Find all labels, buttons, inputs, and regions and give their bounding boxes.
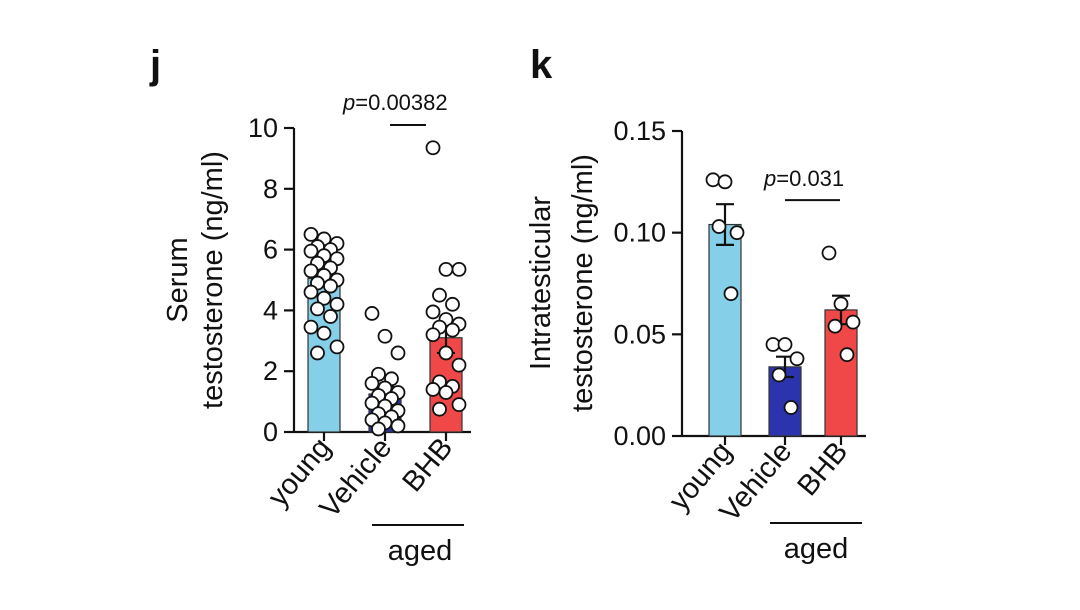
y-axis-title-line1: Intratesticular: [525, 196, 557, 370]
data-point: [789, 351, 805, 367]
data-point: [329, 339, 345, 355]
data-point: [364, 306, 380, 321]
p-symbol: p: [763, 166, 776, 191]
group-label: aged: [784, 533, 849, 565]
data-point: [377, 328, 393, 344]
y-tick-label: 2: [263, 356, 278, 386]
data-point: [729, 225, 745, 241]
y-axis-title-line2: testosterone (ng/ml): [197, 151, 229, 409]
bar-young: [708, 223, 742, 437]
data-point: [432, 401, 447, 417]
y-tick-label: 0.10: [613, 218, 666, 248]
data-point: [310, 345, 325, 361]
data-point: [833, 296, 849, 312]
data-point: [438, 345, 454, 361]
data-point: [432, 287, 447, 303]
data-point: [316, 290, 332, 306]
data-point: [827, 318, 843, 334]
data-point: [425, 140, 441, 156]
data-point: [303, 284, 319, 300]
data-point: [425, 304, 441, 320]
y-tick-label: 0.05: [613, 319, 666, 349]
data-point: [723, 286, 739, 302]
x-category-label: BHB: [397, 432, 460, 498]
data-point: [425, 382, 441, 397]
p-value: =0.031: [776, 166, 844, 191]
panel-letter: k: [530, 43, 553, 87]
data-point: [310, 301, 325, 317]
data-point: [717, 174, 733, 190]
data-point: [303, 263, 319, 279]
y-tick-label: 6: [263, 235, 278, 265]
data-point: [323, 278, 338, 294]
p-symbol: p: [342, 90, 355, 115]
data-point: [845, 314, 861, 330]
y-tick-label: 0.00: [613, 421, 666, 451]
y-tick-label: 10: [248, 113, 278, 143]
data-point: [451, 357, 467, 373]
data-point: [371, 421, 386, 437]
p-value: =0.00382: [355, 90, 447, 115]
data-point: [323, 309, 338, 324]
data-point: [390, 345, 406, 361]
y-tick-label: 4: [263, 295, 278, 325]
panel-letter: j: [149, 43, 161, 87]
data-point: [777, 337, 793, 352]
data-point: [438, 261, 454, 277]
data-point: [438, 385, 454, 400]
y-axis-title-line1: Serum: [162, 237, 194, 322]
data-point: [425, 327, 441, 343]
data-point: [711, 219, 727, 234]
data-point: [445, 322, 460, 338]
panel-k: k 0.00 0.05 0.10 0.15 Intratesticular testoste…: [525, 43, 866, 565]
y-tick-label: 8: [263, 174, 278, 204]
y-tick-label: 0.15: [613, 116, 666, 146]
y-tick-label: 0: [263, 417, 278, 447]
data-point: [783, 400, 799, 415]
data-point: [303, 319, 319, 335]
data-point: [451, 397, 467, 413]
data-point: [839, 347, 855, 363]
data-point: [390, 418, 406, 434]
data-point: [303, 226, 319, 242]
data-point: [364, 375, 380, 391]
y-axis-title-line2: testosterone (ng/ml): [567, 154, 599, 412]
data-point: [329, 296, 345, 312]
data-point: [765, 337, 781, 352]
x-category-label: BHB: [792, 436, 855, 502]
data-point: [303, 243, 319, 259]
data-point: [316, 325, 332, 341]
data-point: [771, 367, 787, 383]
p-value-label: p=0.031: [763, 166, 844, 191]
data-point: [821, 245, 837, 261]
group-label: aged: [388, 535, 453, 567]
data-point: [705, 172, 721, 188]
data-point: [445, 296, 460, 312]
data-point: [451, 261, 467, 277]
p-value-label: p=0.00382: [342, 90, 448, 115]
